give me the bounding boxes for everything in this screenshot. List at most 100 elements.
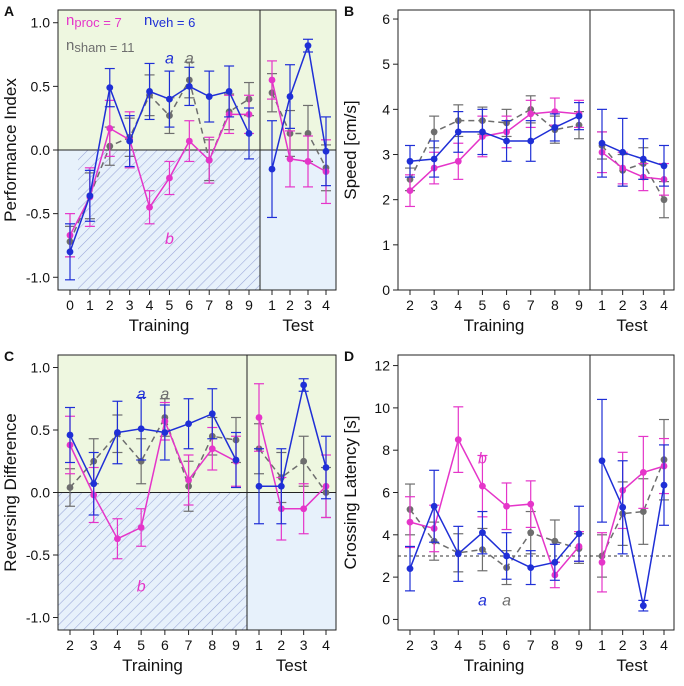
data-point-proc: [166, 174, 173, 182]
series-line-veh-training: [409, 504, 580, 569]
data-point-proc: [106, 124, 114, 132]
y-tick-label: 0: [382, 611, 390, 627]
significance-letter-veh: a: [165, 50, 174, 67]
data-point-veh: [66, 248, 74, 256]
x-axis-title-training: Training: [129, 316, 190, 335]
significance-letter-sham: a: [185, 50, 194, 67]
x-axis-title-test: Test: [282, 316, 313, 335]
y-tick-label: 0: [382, 282, 390, 298]
x-tick-label: 2: [277, 637, 285, 653]
x-tick-label: 8: [551, 637, 559, 653]
data-point-proc: [255, 414, 263, 421]
x-tick-label: 3: [126, 297, 134, 313]
x-tick-label: 2: [406, 297, 414, 313]
x-tick-label: 3: [639, 297, 647, 313]
x-tick-label: 4: [322, 297, 330, 313]
x-tick-label: 4: [660, 297, 668, 313]
legend-veh-prefix: n: [144, 12, 152, 29]
x-tick-label: 9: [575, 297, 583, 313]
data-point-proc: [503, 502, 510, 510]
data-point-veh: [454, 128, 462, 136]
data-point-veh: [322, 464, 330, 471]
x-tick-label: 1: [598, 297, 606, 313]
data-point-veh: [619, 148, 627, 156]
data-point-veh: [300, 381, 308, 389]
panel-a-performance-index: A-1.0-0.50.00.51.00 1 2 3 4 5 6 7 8 9 1 2 3 4Training…: [1, 3, 337, 335]
data-point-veh: [575, 112, 583, 120]
data-point-veh: [161, 429, 169, 436]
x-tick-label: 7: [205, 297, 213, 313]
x-tick-label: 4: [454, 637, 462, 653]
legend-veh-count: veh = 6: [152, 15, 195, 30]
series-line-sham-test: [601, 459, 665, 557]
data-point-veh: [286, 93, 294, 100]
x-tick-label: 3: [300, 637, 308, 653]
y-tick-label: 3: [382, 147, 390, 163]
significance-letter-proc: b: [137, 578, 146, 595]
data-point-veh: [479, 529, 486, 537]
x-axis-title-training: Training: [464, 656, 525, 675]
training-hatched-region: [58, 492, 247, 630]
data-point-veh: [277, 482, 285, 490]
y-tick-label: -0.5: [26, 206, 50, 222]
data-point-veh: [90, 480, 98, 488]
x-tick-label: 2: [619, 297, 627, 313]
series-line-veh-test: [259, 384, 327, 488]
data-point-veh: [430, 155, 438, 163]
legend-sham-count: sham = 11: [74, 40, 134, 55]
data-point-veh: [137, 425, 145, 433]
data-point-sham: [551, 537, 559, 545]
y-tick-label: 4: [382, 101, 390, 117]
y-tick-label: -0.5: [26, 547, 50, 563]
x-axis-title-training: Training: [464, 316, 525, 335]
series-line-veh-test: [601, 460, 665, 606]
x-tick-label: 7: [527, 297, 535, 313]
x-tick-label: 6: [503, 297, 511, 313]
y-axis-title: Reversing Difference: [1, 413, 20, 571]
y-tick-label: -1.0: [26, 610, 50, 626]
panel-letter: D: [344, 348, 354, 364]
data-point-veh: [503, 137, 510, 145]
y-tick-label: 1.0: [31, 15, 51, 31]
series-line-veh-test: [271, 42, 327, 170]
x-tick-label: 0: [66, 297, 74, 313]
data-point-veh: [126, 137, 134, 145]
y-tick-label: 2: [382, 569, 390, 585]
data-point-proc: [185, 137, 193, 145]
x-tick-label: 3: [430, 297, 438, 313]
x-tick-label: 4: [322, 637, 330, 653]
data-point-veh: [208, 410, 216, 418]
x-tick-label: 7: [185, 637, 193, 653]
significance-letter-sham: a: [160, 386, 169, 403]
y-tick-label: 10: [374, 400, 390, 416]
x-tick-label: 3: [90, 637, 98, 653]
x-tick-label: 6: [161, 637, 169, 653]
data-point-sham: [430, 128, 438, 136]
plot-frame: [397, 9, 675, 291]
y-axis-title: Performance Index: [1, 78, 20, 222]
data-point-veh: [598, 457, 606, 465]
x-tick-label: 1: [86, 297, 94, 313]
data-point-proc: [137, 524, 145, 531]
x-tick-label: 1: [268, 297, 276, 313]
data-point-veh: [639, 155, 647, 163]
x-axis-title-test: Test: [616, 656, 647, 675]
data-point-veh: [225, 88, 233, 95]
data-point-veh: [185, 420, 192, 428]
x-tick-label: 2: [619, 637, 627, 653]
x-tick-label: 3: [639, 637, 647, 653]
x-tick-label: 1: [598, 637, 606, 653]
y-tick-label: 5: [382, 56, 390, 72]
data-point-proc: [286, 155, 294, 163]
y-tick-label: 1.0: [31, 360, 51, 376]
data-point-veh: [166, 95, 173, 103]
legend-proc: nproc = 7: [66, 12, 122, 30]
data-point-proc: [454, 436, 462, 444]
training-hatched-region: [58, 150, 260, 290]
x-tick-label: 2: [66, 637, 74, 653]
series-line-sham-test: [258, 448, 327, 493]
x-tick-label: 8: [208, 637, 216, 653]
